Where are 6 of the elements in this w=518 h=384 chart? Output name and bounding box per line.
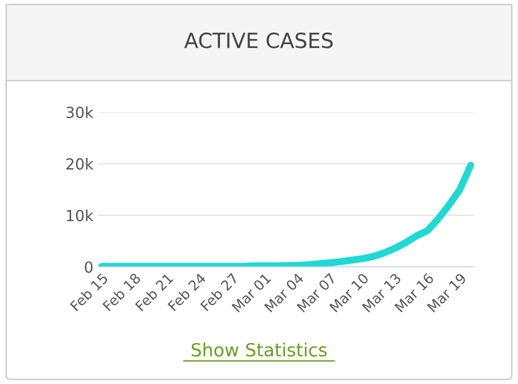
y-tick-label: 30k <box>66 106 94 118</box>
chart-title: ACTIVE CASES <box>184 32 333 48</box>
text: Show Statistics <box>192 342 327 357</box>
y-tick-label: 20k <box>66 158 94 170</box>
y-tick-label: 0 <box>84 261 93 273</box>
y-tick-label: 10k <box>66 209 94 222</box>
